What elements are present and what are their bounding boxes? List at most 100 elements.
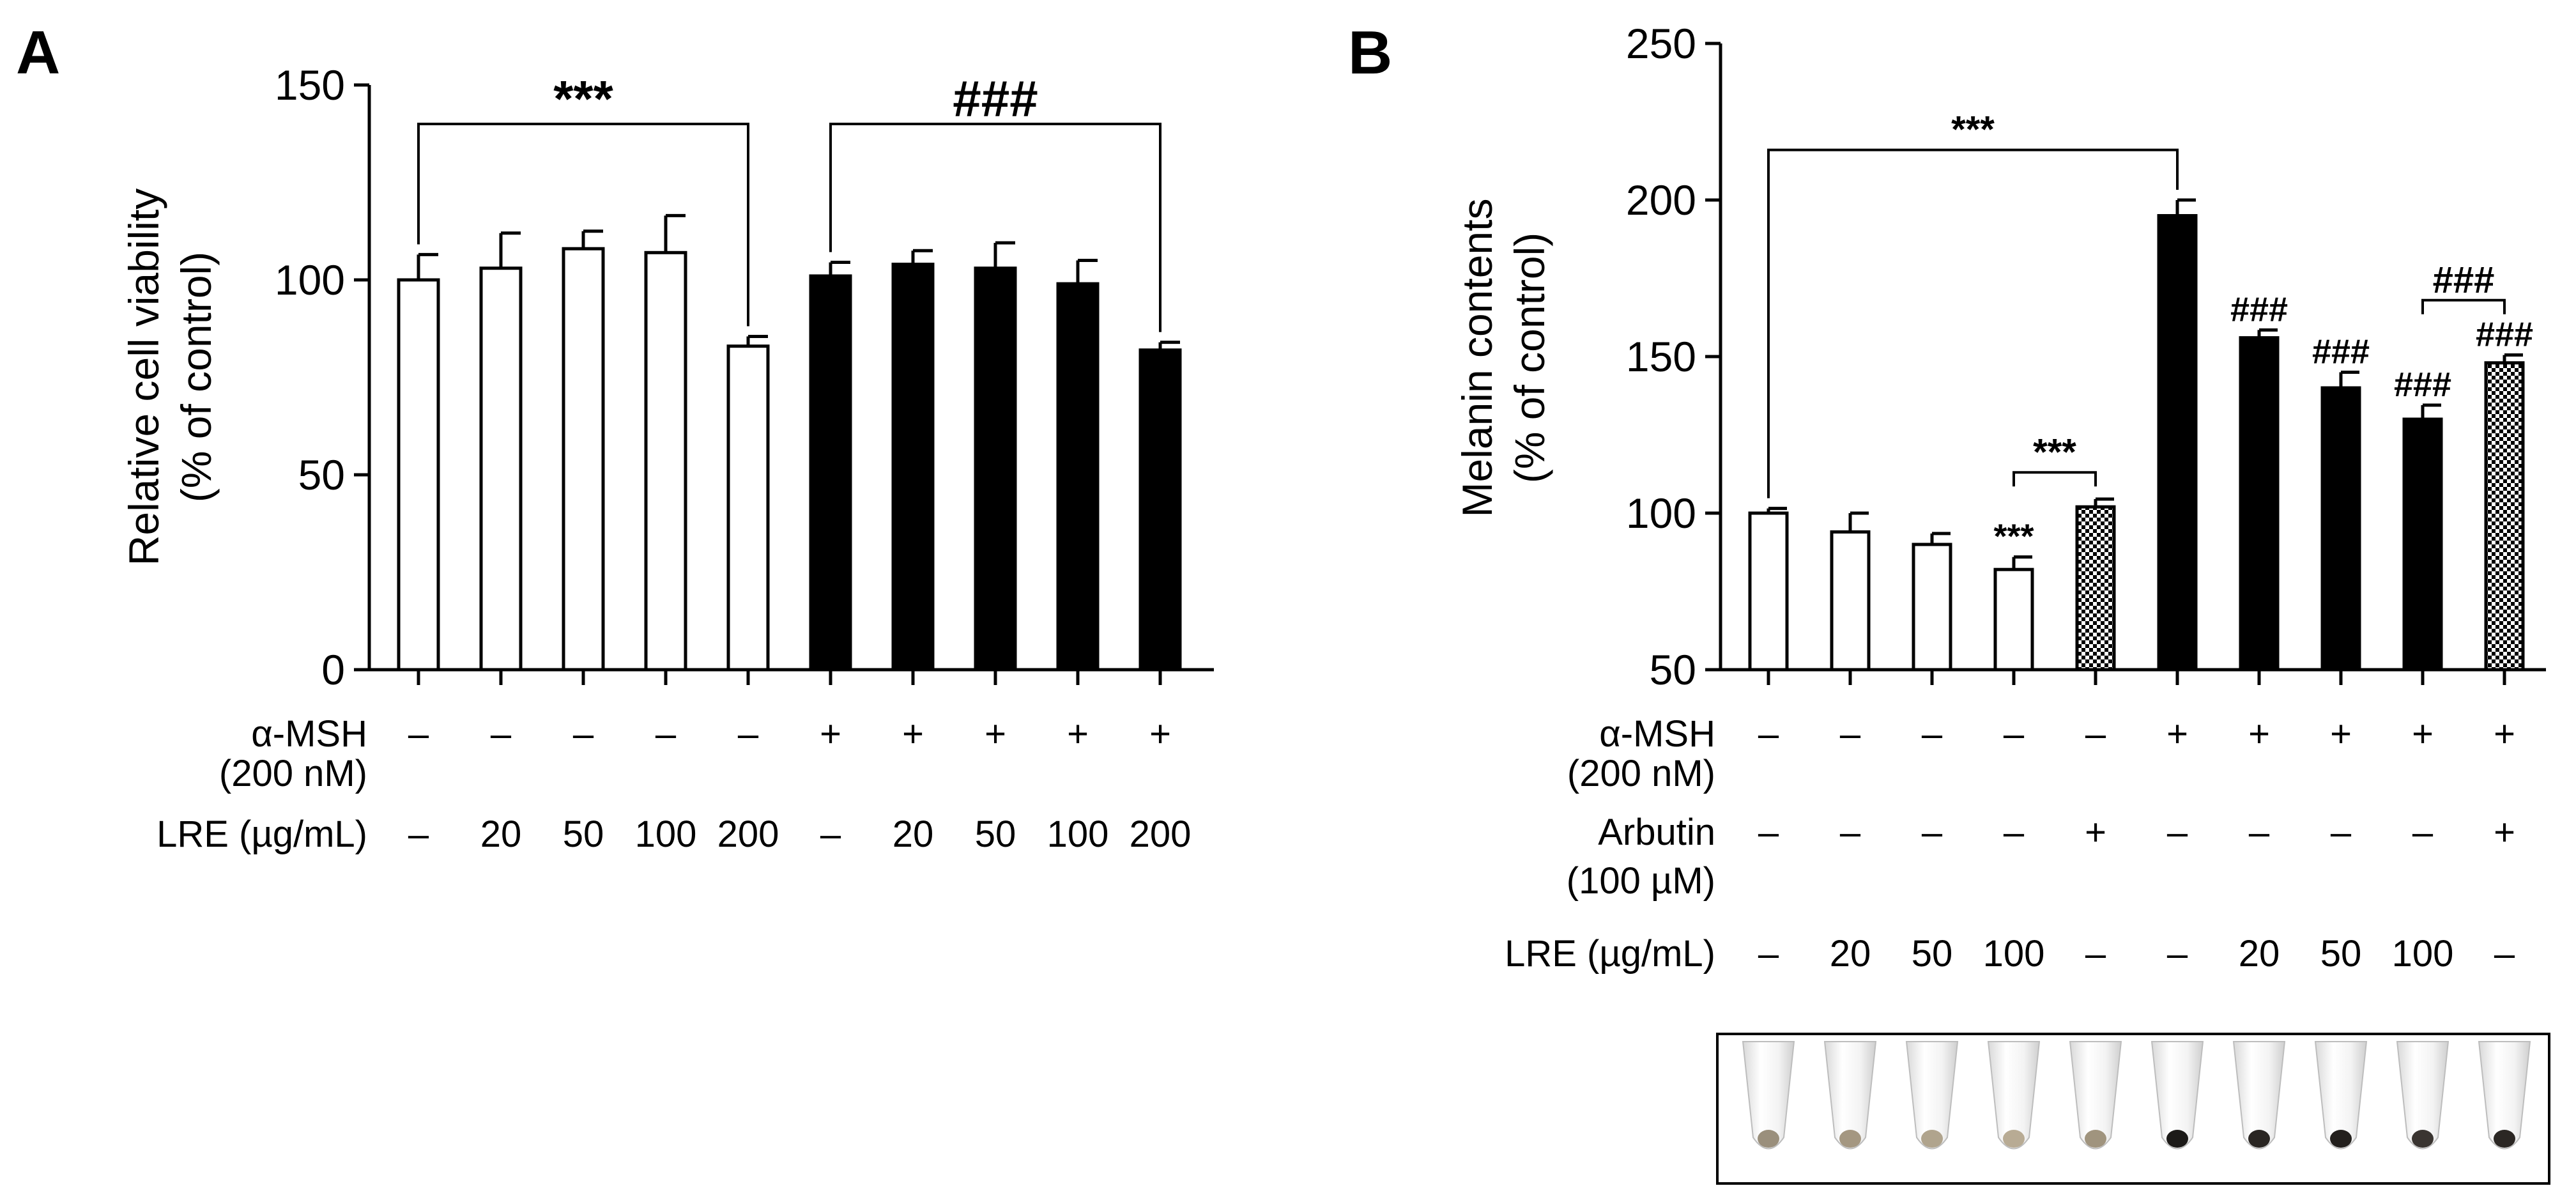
bar [1138,348,1182,672]
y-axis-label-line2: (% of control) [172,252,220,502]
y-axis-label: Relative cell viability (% of control) [120,189,220,566]
row-value: – [408,713,429,755]
bracket-label: *** [2033,431,2076,473]
row-value: – [408,813,429,855]
row-value: 20 [480,813,522,855]
row-value: 200 [1130,813,1192,855]
bar [644,250,687,672]
y-tick-label: 250 [1626,20,1696,67]
row-label: LRE (µg/mL) [1505,933,1715,975]
row-value: – [2085,713,2106,755]
row-value: – [491,713,512,755]
row-value: 100 [1983,933,2045,975]
row-value: – [1758,933,1779,975]
row-label: (100 µM) [1567,860,1715,902]
bar [1993,567,2034,672]
y-tick-label: 200 [1626,176,1696,224]
significance-bracket [417,123,749,327]
tube-pellet [2412,1130,2434,1148]
row-value: 50 [975,813,1016,855]
y-axis-label: Melanin contents (% of control) [1453,199,1553,518]
y-axis-label-line1: Melanin contents [1453,199,1501,518]
row-value: – [1840,713,1861,755]
row-label: (200 nM) [219,753,367,794]
tube [1823,1041,1877,1150]
tube [1742,1041,1795,1150]
tube-pellet [2248,1130,2270,1148]
row-value: 20 [2239,933,2280,975]
row-value: – [2412,812,2434,853]
bar [479,266,523,672]
row-value: + [985,713,1006,755]
y-axis-label-line2: (% of control) [1506,233,1553,483]
row-value: – [2085,933,2106,975]
row-value: – [2167,812,2188,853]
chart-a: Relative cell viability (% of control) 0 50… [120,61,1214,855]
row-value: – [656,713,677,755]
y-tick-label: 50 [1650,646,1696,693]
y-tick-label: 150 [275,61,345,109]
bar [2484,361,2525,672]
row-value: 50 [2320,933,2362,975]
bar [891,263,935,672]
bar [1830,530,1871,672]
row-value: – [2004,713,2025,755]
bar [1056,282,1100,672]
tube [1905,1041,1959,1150]
tube-pellet [1758,1130,1779,1148]
row-value: – [2167,933,2188,975]
bar-annotation: ### [2394,366,2451,404]
significance-bracket [829,123,1162,332]
bar-annotation: *** [1993,518,2034,556]
row-value: – [2494,933,2515,975]
bar [2075,505,2116,672]
row-value: 100 [2392,933,2454,975]
row-value: + [1067,713,1089,755]
bar [2402,417,2443,672]
bar [2157,214,2198,672]
bar-annotation: ### [2312,333,2370,371]
row-value: – [1922,812,1943,853]
row-value: 50 [563,813,604,855]
row-value: + [2166,713,2188,755]
tube-pellet [1839,1130,1861,1148]
y-tick-label: 50 [298,451,345,498]
row-value: – [2004,812,2025,853]
row-value: + [2085,812,2106,853]
row-value: + [820,713,841,755]
row-value: + [1149,713,1171,755]
panel-a-label: A [16,19,60,87]
bracket-label: *** [1951,109,1995,151]
bar-annotation: ### [2476,316,2533,354]
bar [809,274,852,672]
row-value: 200 [717,813,779,855]
y-tick-label: 100 [275,256,345,304]
tube [2478,1041,2531,1150]
row-value: + [2494,713,2515,755]
row-value: 100 [1047,813,1109,855]
bar [974,266,1017,672]
tube-pellet [2494,1130,2515,1148]
tube [2150,1041,2204,1150]
row-value: + [2248,713,2270,755]
bar [1748,511,1789,672]
row-value: 20 [893,813,934,855]
row-value: 100 [635,813,697,855]
row-label: α-MSH [251,713,367,755]
bar [2239,336,2280,672]
bar [562,247,605,672]
tube [2232,1041,2286,1150]
bar [397,278,440,672]
panel-b-label: B [1348,19,1392,87]
row-value: – [2331,812,2352,853]
row-value: – [820,813,841,855]
row-value: 20 [1830,933,1871,975]
y-tick-label: 0 [321,646,345,693]
significance-bracket [2012,471,2097,487]
tube-pellet [1921,1130,1943,1148]
bar-annotation: ### [2230,290,2288,328]
tube-photo [1716,1033,2550,1185]
y-tick-label: 100 [1626,489,1696,537]
row-value: + [902,713,924,755]
